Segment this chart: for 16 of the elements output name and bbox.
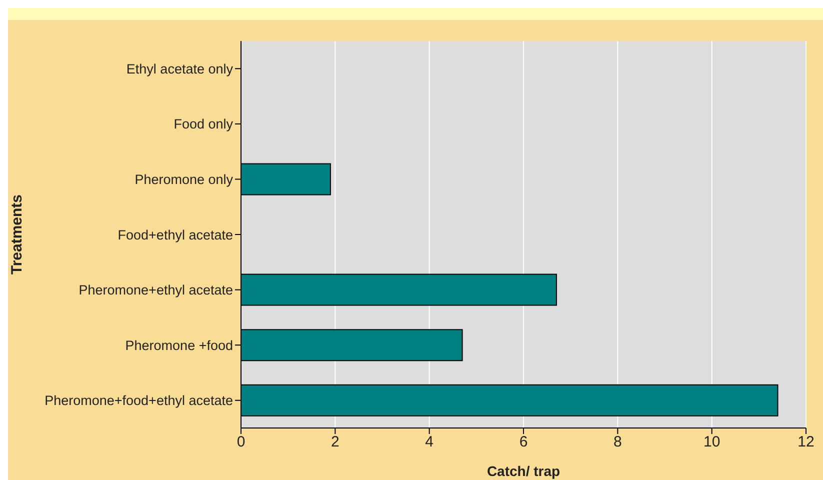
y-tick-label: Food only xyxy=(174,116,234,132)
y-tick-label: Pheromone +food xyxy=(125,338,233,353)
x-tick-label: 10 xyxy=(703,434,720,451)
x-tick-label: 12 xyxy=(798,434,814,451)
y-tick-label: Ethyl acetate only xyxy=(126,61,234,76)
x-axis-title: Catch/ trap xyxy=(486,463,560,479)
y-tick-label: Pheromone+food+ethyl acetate xyxy=(44,393,233,408)
y-axis-title: Treatments xyxy=(8,194,26,275)
x-tick-label: 0 xyxy=(236,434,246,451)
x-tick-label: 2 xyxy=(330,434,340,451)
y-tick-label: Food+ethyl acetate xyxy=(118,227,233,242)
y-tick-label: Pheromone only xyxy=(134,172,234,188)
x-tick-label: 4 xyxy=(425,434,434,451)
y-tick-label: Pheromone+ethyl acetate xyxy=(78,282,233,298)
x-tick-label: 6 xyxy=(519,434,528,451)
x-tick-label: 8 xyxy=(613,434,622,451)
